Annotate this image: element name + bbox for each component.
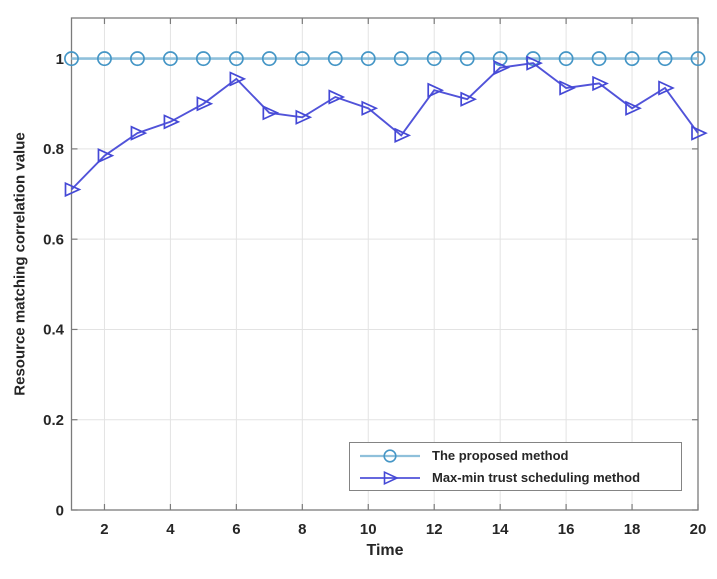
x-tick-label: 10 (360, 521, 377, 538)
y-tick-label: 0.2 (43, 412, 64, 429)
y-tick-label: 0.6 (43, 231, 64, 248)
x-tick-label: 8 (298, 521, 306, 538)
triangle-right-marker (196, 96, 214, 112)
legend: The proposed method Max-min trust schedu… (349, 442, 682, 491)
x-axis-label: Time (366, 542, 404, 559)
circle-marker (228, 51, 244, 67)
plot-border (70, 17, 699, 511)
x-tick-label: 18 (624, 521, 641, 538)
circle-marker (64, 51, 79, 67)
circle-marker (426, 51, 442, 67)
proposed-method-legend-marker (360, 448, 420, 463)
circle-marker (261, 51, 277, 67)
triangle-right-marker (691, 125, 708, 141)
x-tick-label: 20 (690, 521, 707, 538)
triangle-right-marker (493, 60, 511, 76)
maxmin-method-legend-marker (360, 470, 420, 485)
x-tick-label: 16 (558, 521, 575, 538)
x-tick-label: 14 (492, 521, 509, 538)
axis-ticks (71, 18, 699, 511)
triangle-right-marker (163, 114, 181, 130)
triangle-right-marker (394, 127, 412, 143)
triangle-right-marker (130, 125, 148, 141)
circle-marker (690, 51, 706, 67)
triangle-right-marker (64, 181, 82, 198)
gridlines (71, 18, 699, 510)
triangle-right-marker (295, 109, 313, 125)
triangle-right-marker (328, 89, 346, 105)
triangle-right-marker (559, 80, 576, 96)
legend-item-maxmin-method: Max-min trust scheduling method (357, 467, 677, 488)
circle-marker (492, 51, 508, 67)
x-tick-label: 6 (232, 521, 240, 538)
triangle-right-marker (97, 148, 115, 164)
y-axis-label: Resource matching correlation value (11, 132, 29, 396)
x-tick-label: 12 (426, 521, 443, 538)
triangle-right-marker (427, 82, 445, 98)
x-tick-label: 2 (100, 521, 108, 538)
maxmin-method-markers (64, 55, 708, 198)
legend-item-proposed-method: The proposed method (357, 445, 677, 466)
triangle-right-marker (658, 80, 675, 96)
y-tick-label: 1 (56, 51, 64, 68)
x-tick-label: 4 (166, 521, 175, 538)
y-tick-label: 0.8 (43, 141, 64, 158)
circle-marker (294, 51, 310, 67)
y-tick-labels: 0 0.2 0.4 0.6 0.8 1 (43, 51, 65, 519)
circle-marker (657, 51, 673, 67)
triangle-right-marker (592, 75, 609, 92)
circle-marker (459, 51, 475, 67)
proposed-method-markers (64, 51, 706, 67)
x-tick-labels: 2 4 6 8 10 12 14 16 18 20 (100, 521, 706, 538)
circle-marker (360, 51, 376, 67)
y-tick-label: 0 (56, 502, 64, 519)
circle-marker (195, 51, 211, 67)
circle-marker (327, 51, 343, 67)
circle-marker (393, 51, 409, 67)
triangle-right-marker (460, 91, 478, 107)
circle-marker (624, 51, 640, 67)
triangle-right-marker (361, 100, 379, 116)
circle-marker (129, 51, 145, 67)
y-tick-label: 0.4 (43, 322, 65, 339)
circle-marker (591, 51, 607, 67)
circle-marker (558, 51, 574, 67)
triangle-right-marker (625, 100, 642, 116)
triangle-right-marker (262, 105, 280, 121)
circle-marker (162, 51, 178, 67)
legend-label-proposed-method: The proposed method (432, 448, 569, 463)
triangle-right-marker (526, 55, 543, 71)
circle-marker (97, 51, 112, 67)
legend-label-maxmin-method: Max-min trust scheduling method (432, 470, 641, 485)
triangle-right-marker (229, 71, 247, 87)
